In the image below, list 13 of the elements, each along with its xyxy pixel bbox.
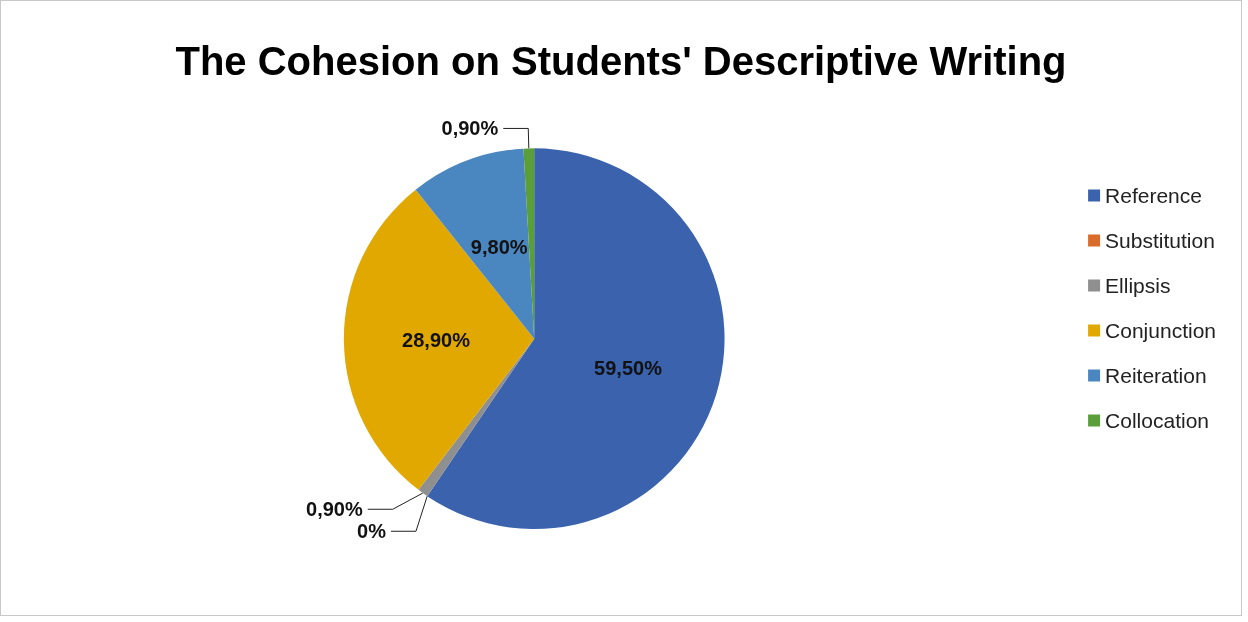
data-label: 0,90% [441, 117, 499, 140]
legend-label: Ellipsis [1105, 274, 1171, 297]
data-label: 28,90% [402, 328, 471, 351]
legend-label: Reiteration [1105, 364, 1207, 387]
legend-label: Conjunction [1105, 319, 1216, 342]
legend-label: Reference [1105, 184, 1202, 207]
text: 0% [357, 520, 386, 543]
data-label: 9,80% [470, 235, 528, 258]
data-label: 0,90% [306, 498, 363, 521]
legend-label: Collocation [1105, 409, 1209, 432]
legend-label: Substitution [1105, 229, 1215, 252]
data-label: 59,50% [594, 356, 663, 379]
chart-title: The Cohesion on Students' Descriptive Writing [175, 39, 1067, 83]
